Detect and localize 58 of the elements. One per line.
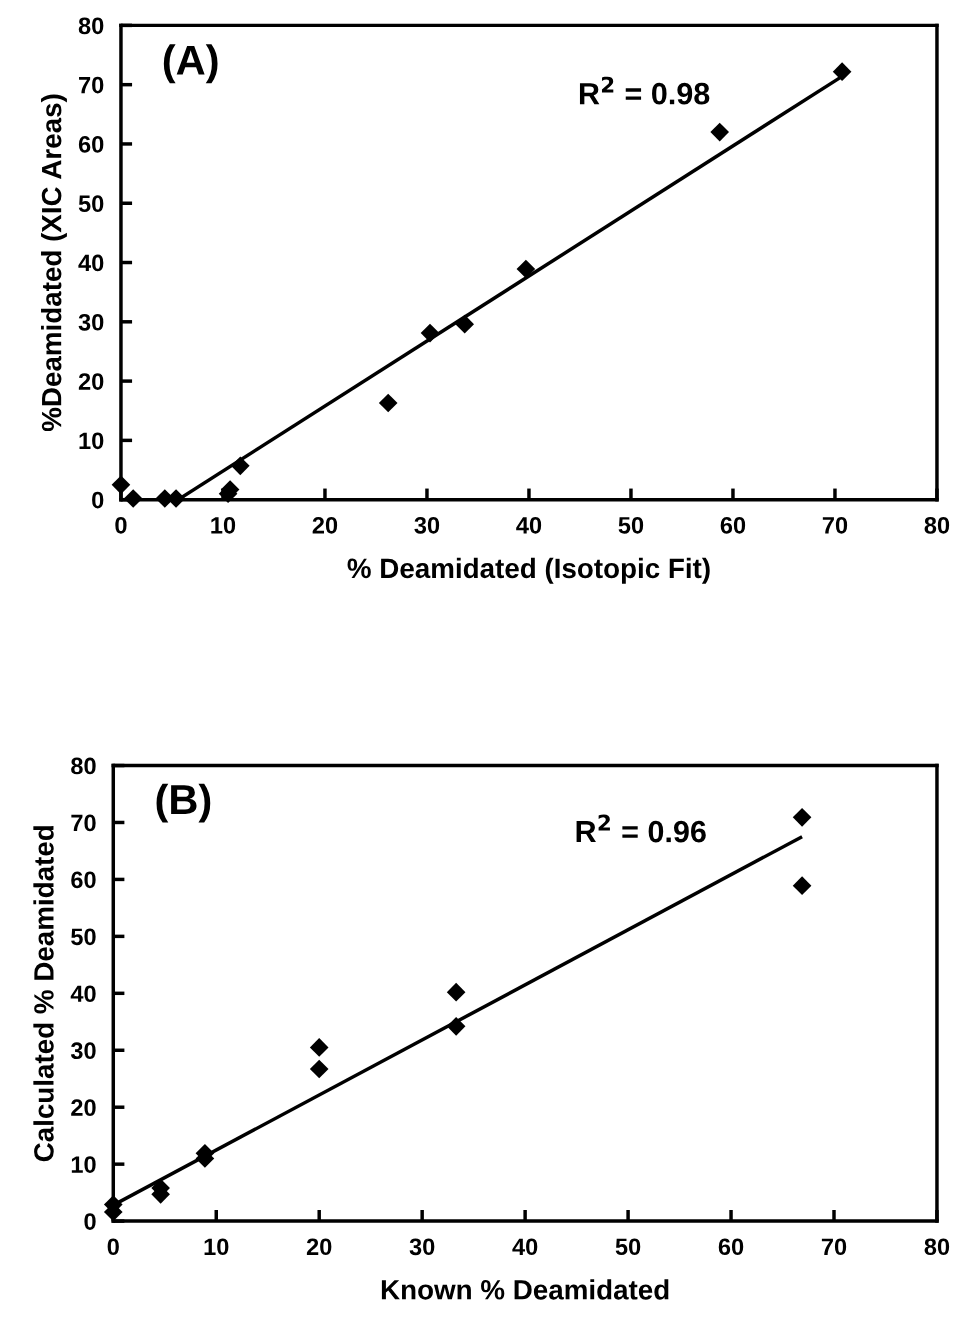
x-tick-label: 70: [822, 516, 848, 534]
x-tick-label: 60: [720, 516, 746, 534]
x-axis-title: % Deamidated (Isotopic Fit): [347, 557, 710, 584]
point: [309, 1059, 329, 1079]
x-tick-label: 10: [211, 516, 236, 534]
x-tick-label: 80: [924, 516, 950, 534]
x-tick-label: 40: [516, 516, 542, 534]
y-tick-label: 0: [84, 1213, 96, 1230]
x-tick-label: 10: [204, 1238, 229, 1256]
annotation: (A): [163, 44, 218, 84]
x-tick-label: 40: [512, 1238, 538, 1256]
y-tick-label: 40: [70, 985, 96, 1003]
point: [111, 475, 131, 495]
point: [792, 808, 812, 827]
point: [455, 314, 475, 334]
y-tick-label: 80: [78, 17, 104, 35]
x-tick-label: 30: [409, 1238, 435, 1256]
y-tick-label: 60: [78, 136, 104, 153]
y-axis-title: %Deamidated (XIC Areas): [41, 94, 67, 432]
y-tick-label: 20: [78, 373, 104, 390]
point: [516, 259, 536, 279]
y-tick-label: 30: [70, 1042, 96, 1060]
point: [832, 62, 852, 81]
y-tick-label: 30: [78, 313, 104, 331]
y-tick-label: 60: [71, 871, 96, 889]
x-tick-label: 50: [615, 1238, 641, 1256]
point: [378, 393, 398, 413]
x-tick-label: 70: [821, 1238, 847, 1256]
y-tick-label: 50: [78, 195, 104, 213]
y-tick-label: 70: [79, 76, 104, 94]
x-tick-label: 30: [414, 516, 440, 534]
y-tick-label: 80: [71, 757, 96, 775]
y-tick-label: 0: [92, 491, 104, 509]
x-tick-label: 80: [924, 1238, 950, 1256]
annotation: R$^{2}$ = 0.96: [576, 814, 706, 843]
x-tick-label: 60: [718, 1238, 744, 1256]
x-tick-label: 0: [115, 516, 127, 534]
point: [230, 456, 250, 476]
y-tick-label: 10: [79, 432, 104, 450]
point: [710, 122, 730, 142]
annotation: (B): [156, 783, 211, 823]
point: [446, 982, 466, 1002]
point: [309, 1038, 329, 1057]
x-tick-label: 0: [107, 1238, 119, 1256]
y-tick-label: 20: [71, 1099, 96, 1116]
point: [792, 876, 812, 895]
x-tick-label: 50: [618, 516, 644, 534]
x-tick-label: 20: [306, 1238, 332, 1256]
y-axis-title: Calculated % Deamidated: [33, 826, 54, 1162]
point: [446, 1017, 466, 1036]
annotation: R$^{2}$ = 0.98: [579, 76, 710, 105]
x-tick-label: 20: [312, 516, 338, 534]
y-tick-label: 40: [78, 254, 104, 272]
y-tick-label: 50: [71, 928, 96, 946]
y-tick-label: 70: [71, 814, 96, 832]
x-axis-title: Known % Deamidated: [381, 1279, 669, 1300]
point: [420, 323, 440, 343]
y-tick-label: 10: [71, 1156, 96, 1173]
